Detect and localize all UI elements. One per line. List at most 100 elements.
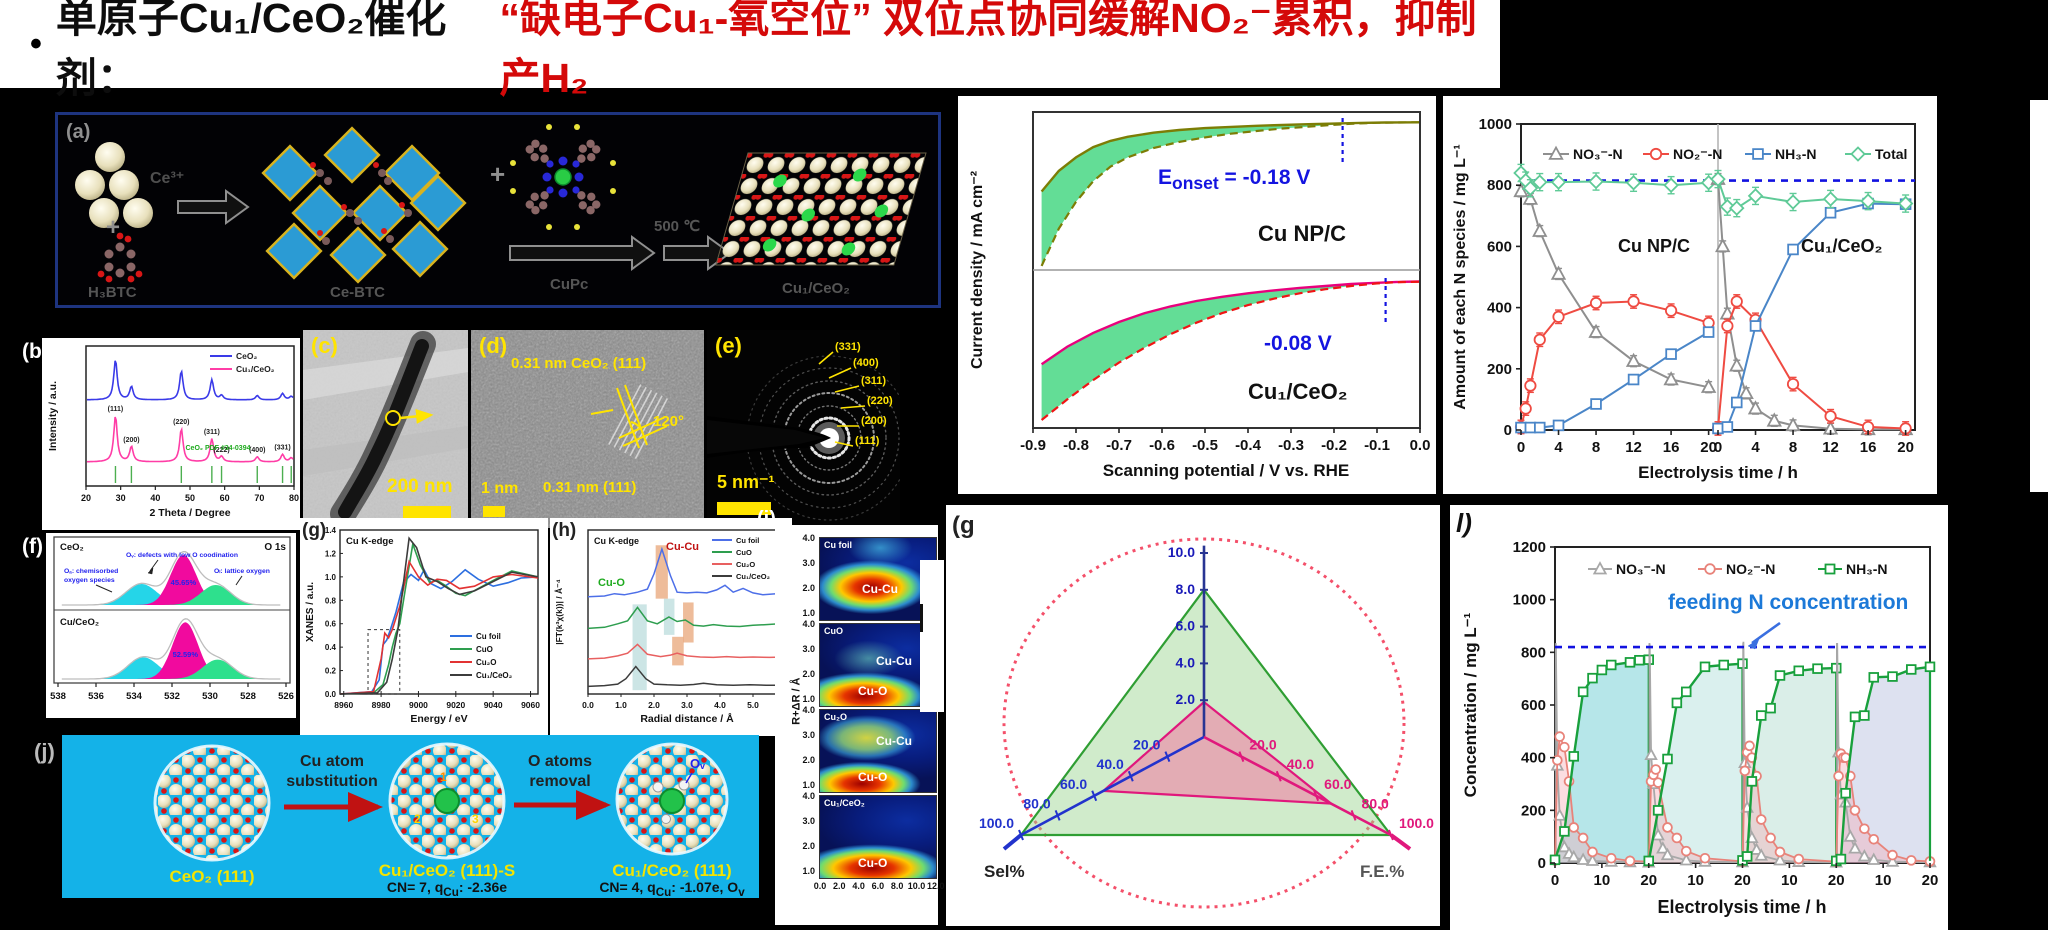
- svg-text:0.4: 0.4: [325, 643, 337, 652]
- svg-text:600: 600: [1487, 238, 1512, 255]
- svg-text:20.0: 20.0: [1133, 737, 1160, 753]
- svg-text:Radial distance / Å: Radial distance / Å: [640, 712, 734, 725]
- svg-text:Cu₂O: Cu₂O: [736, 560, 755, 569]
- exafs-chart: Cu-O Cu-Cu Cu foil CuO Cu₂O Cu₁/CeO₂ 0.0 1.0 2.0…: [554, 529, 792, 725]
- svg-text:6.0: 6.0: [1176, 618, 1196, 634]
- svg-text:NO₂⁻-N: NO₂⁻-N: [1673, 146, 1722, 162]
- arrow2-label-line1: O atoms: [527, 753, 592, 770]
- panel-i-label: (i): [757, 508, 776, 530]
- svg-text:-0.6: -0.6: [1149, 437, 1175, 454]
- svg-text:(331): (331): [274, 445, 290, 452]
- svg-text:oxygen species: oxygen species: [64, 577, 115, 584]
- svg-text:Concentration / mg L⁻¹: Concentration / mg L⁻¹: [1461, 612, 1480, 797]
- tem-scale-label: 200 nm: [387, 476, 453, 497]
- svg-text:3.0: 3.0: [681, 700, 693, 710]
- ce-btc-cluster: [261, 126, 467, 284]
- panel-j-label: (j): [34, 739, 55, 764]
- svg-text:NO₃⁻-N: NO₃⁻-N: [1573, 146, 1623, 162]
- svg-text:CuO: CuO: [736, 548, 752, 557]
- svg-text:100.0: 100.0: [1399, 815, 1434, 831]
- svg-text:(111): (111): [855, 435, 880, 447]
- lsv-chart: -0.9 -0.8 -0.7 -0.6 -0.5 -0.4 -0.3 -0.2 -0.1 0.0 S…: [969, 111, 1430, 480]
- svg-text:8: 8: [1789, 439, 1797, 456]
- panel-a-label: (a): [66, 121, 91, 143]
- arrow1-label-line1: Cu atom: [300, 753, 364, 770]
- onset2-annotation: -0.08 V: [1264, 332, 1332, 355]
- svg-text:20: 20: [1897, 439, 1914, 456]
- ce-btc-label: Ce-BTC: [330, 284, 385, 301]
- svg-text:9020: 9020: [446, 700, 465, 710]
- panel-nspecies: 0 4 8 12 16 20 0 4 8 12 16 20 0 200 400 600 800 1000 NO₃⁻-…: [1443, 96, 1937, 494]
- svg-text:400: 400: [1487, 300, 1512, 317]
- svg-text:-0.9: -0.9: [1020, 437, 1046, 454]
- cupc-label: CuPc: [550, 276, 589, 293]
- ceo2-surface-model: [153, 744, 271, 862]
- svg-text:|FT(k³χ(k))| / Å⁻⁴: |FT(k³χ(k))| / Å⁻⁴: [554, 579, 564, 645]
- title-bar: • 单原子Cu₁/CeO₂催化剂： “缺电子Cu₁-氧空位” 双位点协同缓解NO…: [0, 0, 1500, 101]
- svg-text:0.2: 0.2: [325, 667, 337, 676]
- svg-text:9040: 9040: [484, 700, 503, 710]
- svg-text:Electrolysis time / h: Electrolysis time / h: [1657, 897, 1826, 917]
- cupc-molecule: [510, 124, 616, 230]
- svg-text:534: 534: [126, 691, 143, 702]
- svg-text:NH₃-N: NH₃-N: [1775, 146, 1816, 162]
- eonset-annotation: Eonset = -0.18 V: [1158, 166, 1311, 194]
- svg-text:(220): (220): [867, 395, 893, 407]
- panel-c-tem: (c) 200 nm: [303, 330, 468, 528]
- svg-text:0.0: 0.0: [582, 700, 594, 710]
- svg-text:Amount of each N species / mg: Amount of each N species / mg L⁻¹: [1452, 144, 1469, 409]
- plus2-glyph: +: [490, 159, 505, 189]
- saed-image: (331) (400) (311) (220) (200) (111): [707, 330, 900, 528]
- mechanism-graphic: [153, 742, 729, 862]
- svg-text:CeO₂: CeO₂: [60, 542, 84, 553]
- svg-text:(400): (400): [853, 357, 879, 369]
- svg-text:30: 30: [116, 493, 126, 503]
- svg-text:80.0: 80.0: [1023, 795, 1050, 811]
- anneal-temp-label: 500 ℃: [654, 218, 701, 235]
- xrd-chart: (111) (200) (220) (311) (222) (400) (331) CeO₂ C…: [47, 345, 299, 519]
- svg-text:(311): (311): [861, 375, 886, 387]
- svg-text:Cu K-edge: Cu K-edge: [346, 536, 394, 547]
- svg-text:Cu foil: Cu foil: [736, 536, 759, 545]
- panel-f-xps: 45.65% 52.59% CeO₂ O 1s Cu/CeO₂ Oᵥ: defects w…: [46, 533, 296, 718]
- svg-text:0.6: 0.6: [325, 620, 337, 629]
- svg-text:40.0: 40.0: [1287, 756, 1314, 772]
- svg-text:16: 16: [1663, 439, 1680, 456]
- panel-g-label: (g): [302, 520, 327, 541]
- svg-text:-0.2: -0.2: [1321, 437, 1347, 454]
- svg-text:NO₂⁻-N: NO₂⁻-N: [1726, 561, 1775, 577]
- svg-text:(200): (200): [123, 437, 139, 444]
- panel-h-label: (h): [552, 520, 577, 541]
- svg-text:(220): (220): [173, 419, 189, 426]
- svg-text:O 1s: O 1s: [264, 542, 286, 553]
- ceo2-caption: CeO₂ (111): [169, 867, 255, 886]
- panel-i-wavelet: R+ΔR / Å Cu foil Cu-Cu CuO Cu-O Cu-Cu Cu₂O C…: [775, 525, 945, 925]
- hrtem-spacing-bottom-label: 0.31 nm (111): [543, 479, 637, 496]
- svg-text:0: 0: [1714, 439, 1722, 456]
- wavelet-map-cuo: CuO Cu-O Cu-Cu: [819, 623, 937, 707]
- svg-text:-0.8: -0.8: [1063, 437, 1089, 454]
- svg-text:528: 528: [240, 691, 256, 702]
- svg-text:60.0: 60.0: [1324, 776, 1351, 792]
- svg-text:-0.5: -0.5: [1192, 437, 1218, 454]
- panel-d-hrtem: (d) 0.31 nm CeO₂ (111) 120° 1 nm 0.31 nm…: [471, 330, 704, 528]
- svg-text:2.0: 2.0: [1176, 691, 1196, 707]
- svg-text:0.8: 0.8: [325, 596, 337, 605]
- svg-text:Oₐ: chemisorbed: Oₐ: chemisorbed: [64, 568, 118, 575]
- svg-text:Oₗ: lattice oxygen: Oₗ: lattice oxygen: [214, 568, 270, 575]
- svg-text:60: 60: [220, 493, 230, 503]
- svg-text:16: 16: [1860, 439, 1877, 456]
- svg-text:8: 8: [1592, 439, 1600, 456]
- cropped-figure-sliver-left: [920, 560, 944, 712]
- svg-text:1.0: 1.0: [325, 573, 337, 582]
- svg-text:Cu₁/CeO₂: Cu₁/CeO₂: [476, 671, 513, 680]
- synthesis-scheme-graphic: +: [75, 124, 927, 284]
- svg-text:2 Theta / Degree: 2 Theta / Degree: [149, 507, 230, 519]
- svg-text:-0.4: -0.4: [1235, 437, 1262, 454]
- svg-text:20: 20: [1734, 872, 1751, 889]
- svg-text:0: 0: [1504, 422, 1512, 439]
- svg-text:0: 0: [1551, 872, 1559, 889]
- panel-radar: 2.0 4.0 6.0 8.0 10.0 20.0 40.0 60.0 80.0 100.0 20.…: [946, 505, 1440, 926]
- svg-text:1.0: 1.0: [615, 700, 627, 710]
- svg-text:(311): (311): [204, 429, 220, 436]
